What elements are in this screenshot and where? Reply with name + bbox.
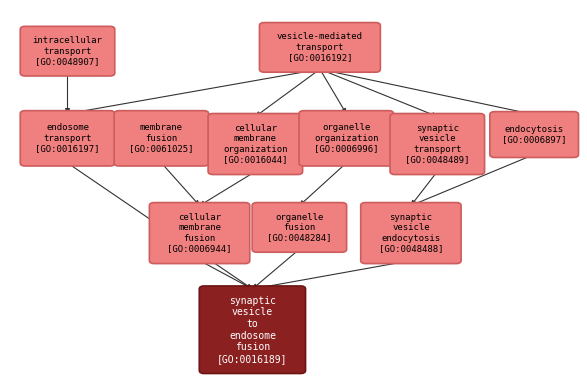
Text: endosome
transport
[GO:0016197]: endosome transport [GO:0016197]	[35, 124, 100, 153]
Text: intracellular
transport
[GO:0048907]: intracellular transport [GO:0048907]	[32, 36, 103, 66]
FancyBboxPatch shape	[259, 23, 380, 72]
FancyBboxPatch shape	[299, 111, 393, 166]
FancyBboxPatch shape	[360, 202, 461, 264]
Text: cellular
membrane
fusion
[GO:0006944]: cellular membrane fusion [GO:0006944]	[167, 213, 232, 253]
FancyBboxPatch shape	[208, 114, 303, 174]
FancyBboxPatch shape	[390, 114, 484, 174]
Text: synaptic
vesicle
to
endosome
fusion
[GO:0016189]: synaptic vesicle to endosome fusion [GO:…	[217, 296, 288, 364]
FancyBboxPatch shape	[252, 202, 346, 252]
FancyBboxPatch shape	[21, 27, 114, 76]
FancyBboxPatch shape	[21, 111, 114, 166]
FancyBboxPatch shape	[199, 286, 305, 374]
Text: membrane
fusion
[GO:0061025]: membrane fusion [GO:0061025]	[129, 124, 194, 153]
Text: organelle
organization
[GO:0006996]: organelle organization [GO:0006996]	[314, 124, 379, 153]
FancyBboxPatch shape	[149, 202, 250, 264]
FancyBboxPatch shape	[114, 111, 209, 166]
Text: synaptic
vesicle
endocytosis
[GO:0048488]: synaptic vesicle endocytosis [GO:0048488…	[379, 213, 443, 253]
Text: organelle
fusion
[GO:0048284]: organelle fusion [GO:0048284]	[267, 213, 332, 242]
Text: endocytosis
[GO:0006897]: endocytosis [GO:0006897]	[502, 125, 566, 144]
Text: vesicle-mediated
transport
[GO:0016192]: vesicle-mediated transport [GO:0016192]	[277, 33, 363, 62]
FancyBboxPatch shape	[490, 111, 579, 158]
Text: cellular
membrane
organization
[GO:0016044]: cellular membrane organization [GO:00160…	[223, 124, 288, 164]
Text: synaptic
vesicle
transport
[GO:0048489]: synaptic vesicle transport [GO:0048489]	[405, 124, 470, 164]
